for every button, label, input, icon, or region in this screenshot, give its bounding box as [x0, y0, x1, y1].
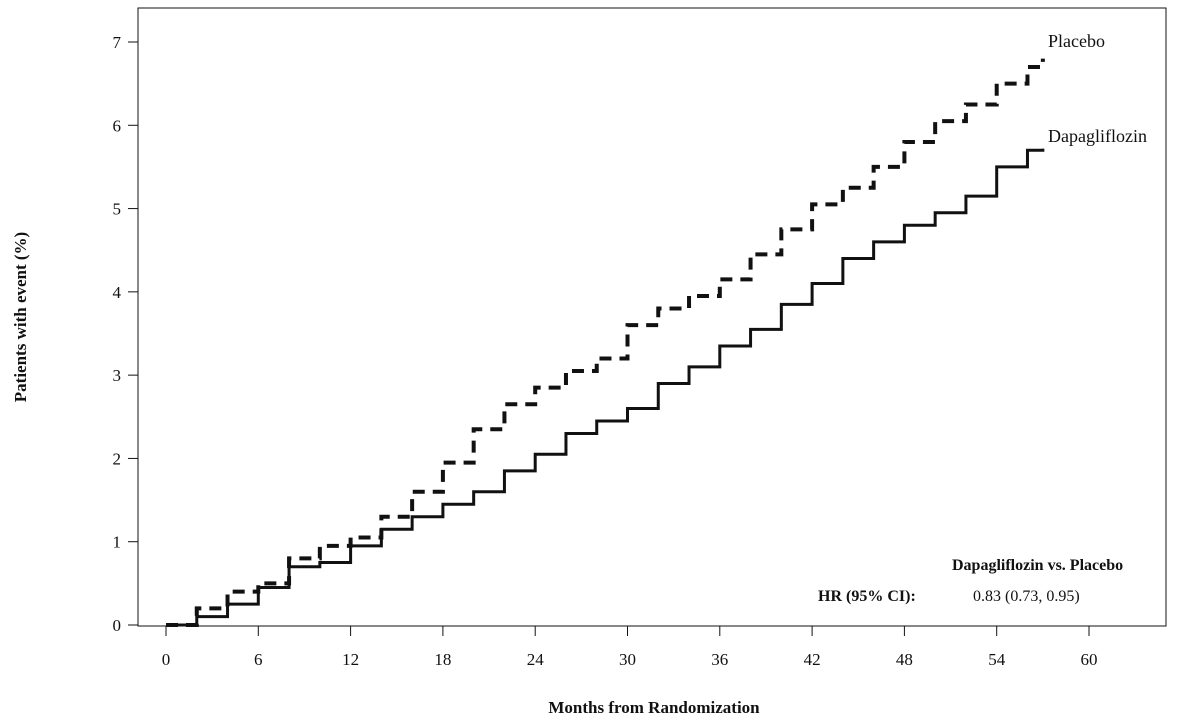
x-tick-label-6: 6: [254, 650, 263, 669]
x-tick-label-30: 30: [619, 650, 636, 669]
x-tick-label-36: 36: [711, 650, 728, 669]
x-tick-label-0: 0: [162, 650, 171, 669]
x-tick-label-12: 12: [342, 650, 359, 669]
y-tick-label-7: 7: [113, 33, 122, 52]
y-tick-label-1: 1: [113, 533, 122, 552]
series-label-placebo: Placebo: [1048, 31, 1105, 51]
x-tick-label-60: 60: [1081, 650, 1098, 669]
y-tick-label-6: 6: [113, 116, 122, 135]
series-line-placebo: [166, 58, 1045, 627]
x-axis-title: Months from Randomization: [548, 698, 760, 717]
x-tick-label-24: 24: [527, 650, 545, 669]
hr-value: 0.83 (0.73, 0.95): [973, 588, 1080, 605]
y-tick-label-5: 5: [113, 200, 122, 219]
series-label-dapagliflozin: Dapagliflozin: [1048, 126, 1147, 146]
series-layer: [166, 58, 1045, 627]
x-tick-label-18: 18: [434, 650, 451, 669]
x-tick-label-48: 48: [896, 650, 913, 669]
y-tick-label-3: 3: [113, 366, 122, 385]
y-tick-label-2: 2: [113, 449, 122, 468]
y-axis-ticks: 0 1 2 3 4 5 6 7: [113, 33, 138, 635]
x-axis-ticks: 0 6 12 18 24 30 36 42 48 54 60: [162, 626, 1098, 669]
y-tick-label-0: 0: [113, 616, 122, 635]
y-axis-title: Patients with event (%): [11, 232, 30, 402]
hr-label: HR (95% CI):: [818, 588, 916, 605]
x-tick-label-42: 42: [804, 650, 821, 669]
y-tick-label-4: 4: [113, 283, 122, 302]
series-line-dapagliflozin: [166, 148, 1045, 627]
plot-frame: [137, 7, 1167, 627]
comparison-label: Dapagliflozin vs. Placebo: [952, 557, 1123, 574]
x-tick-label-54: 54: [988, 650, 1006, 669]
